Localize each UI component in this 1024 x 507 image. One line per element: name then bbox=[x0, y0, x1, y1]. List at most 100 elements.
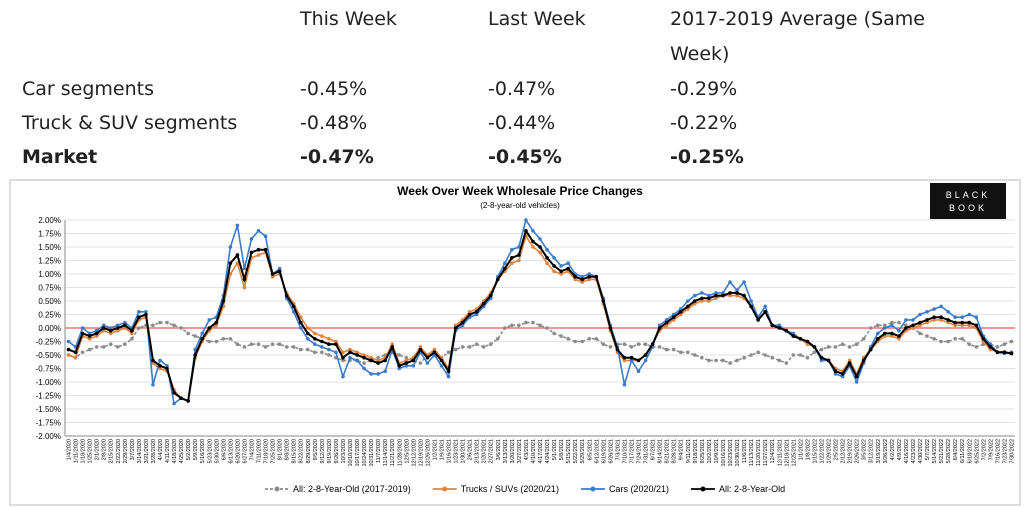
data-point bbox=[158, 320, 162, 325]
data-point bbox=[840, 372, 845, 376]
data-point bbox=[756, 350, 760, 355]
data-point bbox=[559, 269, 563, 274]
x-tick-label: 4/4/2020 bbox=[158, 439, 164, 460]
data-point bbox=[629, 355, 634, 360]
data-point bbox=[897, 334, 901, 338]
x-tick-label: 10/9/2021 bbox=[714, 439, 720, 463]
y-tick-label: -0.50% bbox=[36, 351, 61, 360]
data-point bbox=[840, 342, 845, 347]
data-point bbox=[235, 342, 240, 347]
data-point bbox=[861, 337, 866, 341]
data-point bbox=[777, 323, 782, 328]
data-point bbox=[383, 358, 387, 363]
data-point bbox=[376, 355, 380, 360]
data-point bbox=[636, 369, 641, 374]
data-point bbox=[256, 253, 261, 257]
data-point bbox=[151, 358, 155, 363]
data-point bbox=[207, 339, 212, 344]
x-tick-label: 12/19/2020 bbox=[418, 439, 424, 467]
y-tick-label: 1.00% bbox=[38, 270, 61, 279]
data-point bbox=[840, 374, 845, 379]
x-tick-label: 4/25/2020 bbox=[179, 439, 185, 463]
x-tick-label: 11/13/2021 bbox=[749, 439, 755, 466]
data-point bbox=[756, 318, 760, 322]
x-tick-label: 10/24/2020 bbox=[362, 439, 368, 467]
legend-marker bbox=[442, 486, 448, 492]
data-point bbox=[207, 318, 212, 322]
table-cell: -0.45% bbox=[488, 146, 562, 168]
data-point bbox=[847, 358, 852, 363]
x-tick-label: 4/18/2020 bbox=[172, 439, 178, 463]
data-point bbox=[341, 358, 345, 363]
data-point bbox=[911, 323, 915, 328]
x-tick-label: 1/30/2021 bbox=[461, 439, 467, 463]
data-point bbox=[932, 315, 936, 320]
x-tick-label: 3/5/2022 bbox=[862, 439, 868, 460]
data-point bbox=[411, 358, 416, 363]
data-point bbox=[256, 229, 261, 233]
data-point bbox=[277, 269, 282, 274]
data-point bbox=[622, 355, 627, 360]
data-point bbox=[284, 345, 289, 349]
x-tick-label: 5/22/2021 bbox=[573, 439, 579, 463]
data-point bbox=[94, 331, 99, 336]
data-point bbox=[629, 345, 634, 349]
x-tick-label: 5/30/2020 bbox=[214, 439, 220, 463]
x-tick-label: 5/7/2022 bbox=[925, 439, 931, 460]
data-point bbox=[369, 372, 373, 376]
data-point bbox=[890, 323, 894, 328]
data-point bbox=[974, 323, 979, 328]
x-tick-label: 7/30/2022 bbox=[1009, 439, 1015, 463]
data-point bbox=[601, 342, 606, 347]
data-point bbox=[925, 320, 929, 325]
x-tick-label: 11/21/2020 bbox=[390, 439, 396, 466]
x-tick-label: 2/19/2022 bbox=[848, 439, 854, 463]
data-point bbox=[847, 361, 852, 365]
data-point bbox=[291, 304, 296, 309]
data-point bbox=[883, 331, 887, 336]
x-tick-label: 6/6/2020 bbox=[221, 439, 227, 460]
y-tick-label: -2.00% bbox=[36, 432, 61, 441]
x-tick-label: 5/23/2020 bbox=[207, 439, 213, 463]
data-point bbox=[854, 380, 859, 384]
data-point bbox=[298, 320, 303, 325]
x-tick-label: 1/1/2022 bbox=[798, 439, 804, 460]
data-point bbox=[854, 374, 859, 379]
data-point bbox=[327, 342, 331, 347]
data-point bbox=[826, 358, 831, 363]
data-point bbox=[503, 261, 507, 266]
data-point bbox=[707, 296, 711, 301]
data-point bbox=[552, 255, 556, 260]
data-point bbox=[87, 331, 92, 336]
data-point bbox=[819, 347, 824, 352]
y-tick-label: 1.25% bbox=[38, 257, 61, 266]
data-point bbox=[517, 253, 521, 257]
table-cell: -0.47% bbox=[300, 146, 374, 168]
data-point bbox=[728, 291, 732, 295]
data-point bbox=[868, 347, 873, 352]
data-point bbox=[925, 334, 929, 338]
data-point bbox=[685, 304, 690, 309]
data-point bbox=[875, 323, 880, 328]
data-point bbox=[995, 350, 1000, 355]
data-point bbox=[784, 361, 789, 365]
data-point bbox=[847, 345, 852, 349]
x-tick-label: 8/8/2020 bbox=[285, 439, 291, 460]
x-tick-label: 5/2/2020 bbox=[186, 439, 192, 460]
data-point bbox=[714, 358, 718, 363]
data-point bbox=[967, 320, 972, 325]
data-point bbox=[144, 312, 148, 317]
x-tick-label: 5/28/2022 bbox=[946, 439, 952, 463]
x-tick-label: 5/8/2021 bbox=[559, 439, 565, 460]
x-tick-label: 12/18/2021 bbox=[784, 439, 790, 467]
data-point bbox=[101, 345, 106, 349]
data-point bbox=[559, 264, 563, 268]
data-point bbox=[481, 301, 486, 306]
data-point bbox=[728, 293, 732, 298]
data-point bbox=[228, 245, 233, 249]
x-tick-label: 10/31/2020 bbox=[369, 439, 375, 467]
y-tick-label: 1.50% bbox=[38, 243, 61, 252]
data-point bbox=[826, 345, 831, 349]
x-tick-label: 6/18/2022 bbox=[967, 439, 973, 463]
data-point bbox=[320, 339, 324, 344]
